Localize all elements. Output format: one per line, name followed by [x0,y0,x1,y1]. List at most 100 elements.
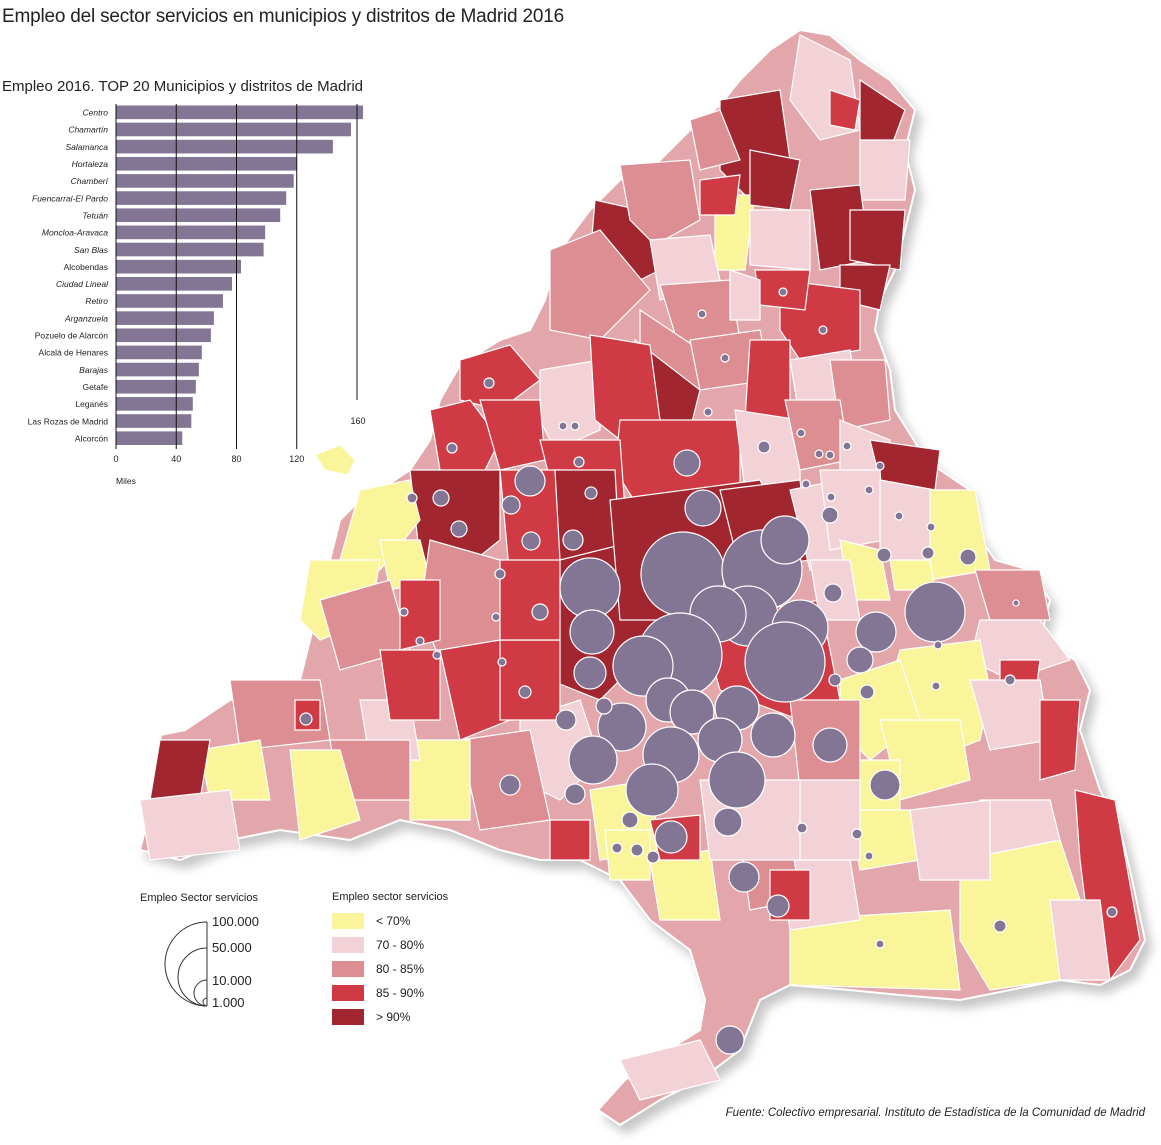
employment-bubble [703,407,713,417]
employment-bubble [757,440,771,454]
employment-bubble [778,287,788,297]
employment-bubble [597,702,647,752]
legend-label: 70 - 80% [376,938,425,952]
color-legend-item: 70 - 80% [332,936,424,954]
employment-bubble [521,531,541,551]
source-note: Fuente: Colectivo empresarial. Instituto… [725,1107,1145,1119]
bar [116,208,281,223]
employment-bubble [501,495,521,515]
employment-bubble [864,485,874,495]
bar-category-label: Alcorcón [75,433,108,443]
bar-category-label: Centro [82,108,108,118]
employment-bubble [494,568,506,580]
bar [116,277,232,291]
bar-chart: Centro Chamartín Salamanca Hortaleza Chamber… [28,104,366,486]
size-legend-label-100000: 100.000 [212,914,259,929]
employment-bubble [931,681,941,691]
employment-bubble [415,636,425,646]
employment-bubble [894,511,904,521]
employment-bubble [625,763,679,817]
employment-bubble [562,529,584,551]
size-legend-title: Empleo Sector servicios [140,892,258,904]
bar-category-label: Alcobendas [64,262,108,272]
employment-bubble [697,309,707,319]
employment-bubble [483,377,495,389]
employment-bubble [518,685,532,699]
employment-bubble [842,441,852,451]
employment-bubble [654,820,688,854]
employment-bubble [855,611,897,653]
bar-category-label: Barajas [79,365,109,375]
employment-bubble [801,479,811,489]
employment-bubble [497,657,507,667]
bar [116,379,196,394]
bar [116,139,333,154]
employment-bubble [630,843,644,857]
bar [116,225,266,240]
employment-bubble [864,851,874,861]
employment-bubble [1106,906,1118,918]
employment-bubble [568,735,618,785]
employment-bubble [569,609,615,655]
employment-bubble [750,712,796,758]
bar-category-label: Las Rozas de Madrid [28,416,109,426]
employment-bubble [573,656,607,690]
employment-bubble [796,428,806,438]
employment-bubble [766,894,790,918]
employment-bubble [708,751,766,809]
employment-bubble [818,325,828,335]
bar-category-label: Alcalá de Henares [39,348,108,358]
bar [116,414,192,428]
legend-label: > 90% [376,1010,411,1024]
page-title: Empleo del sector servicios en municipio… [2,6,564,27]
employment-bubble [584,486,598,500]
employment-bubble [446,442,458,454]
employment-bubble [859,684,875,700]
legend-swatch-80-85 [332,961,364,977]
employment-bubble [406,492,418,504]
legend-swatch-85-90 [332,985,364,1001]
employment-bubble [299,712,313,726]
x-max-label: 160 [350,416,365,426]
bar-category-label: Arganzuela [64,313,108,323]
employment-bubble [531,603,549,621]
employment-bubble [720,353,730,363]
employment-bubble [744,621,826,703]
employment-bubble [1012,599,1020,607]
employment-bubble [821,506,839,524]
employment-bubble [573,456,585,468]
legend-label: 80 - 85% [376,962,425,976]
legend-label: < 70% [376,914,411,928]
employment-bubble [933,640,943,650]
employment-bubble [869,769,901,801]
bar-category-label: Chamartín [68,125,108,135]
employment-bubble [621,811,639,829]
color-legend-title: Empleo sector servicios [332,891,449,903]
color-legend-item: 85 - 90% [332,984,424,1002]
employment-bubble [826,492,836,502]
bar [116,191,287,205]
color-legend-item: < 70% [332,912,410,930]
color-legend-item: > 90% [332,1008,410,1026]
bar [116,328,211,343]
bar-category-label: Pozuelo de Alarcón [35,331,109,341]
employment-bubble [825,450,835,460]
employment-bubble [814,449,824,459]
employment-bubble [555,709,577,731]
bar-category-label: Chamberí [71,176,110,186]
employment-bubble [851,828,863,840]
employment-bubble [993,919,1007,933]
employment-bubble [514,465,546,497]
x-tick-label: 0 [113,454,118,464]
legend-swatch-gt90 [332,1009,364,1025]
employment-bubble [611,842,623,854]
employment-bubble [846,646,874,674]
employment-bubble [828,673,842,687]
bar [116,397,193,411]
employment-bubbles [299,287,1118,1055]
size-legend-label-10000: 10.000 [212,973,252,988]
employment-bubble [875,461,885,471]
bar [116,174,294,188]
bar [116,259,242,274]
